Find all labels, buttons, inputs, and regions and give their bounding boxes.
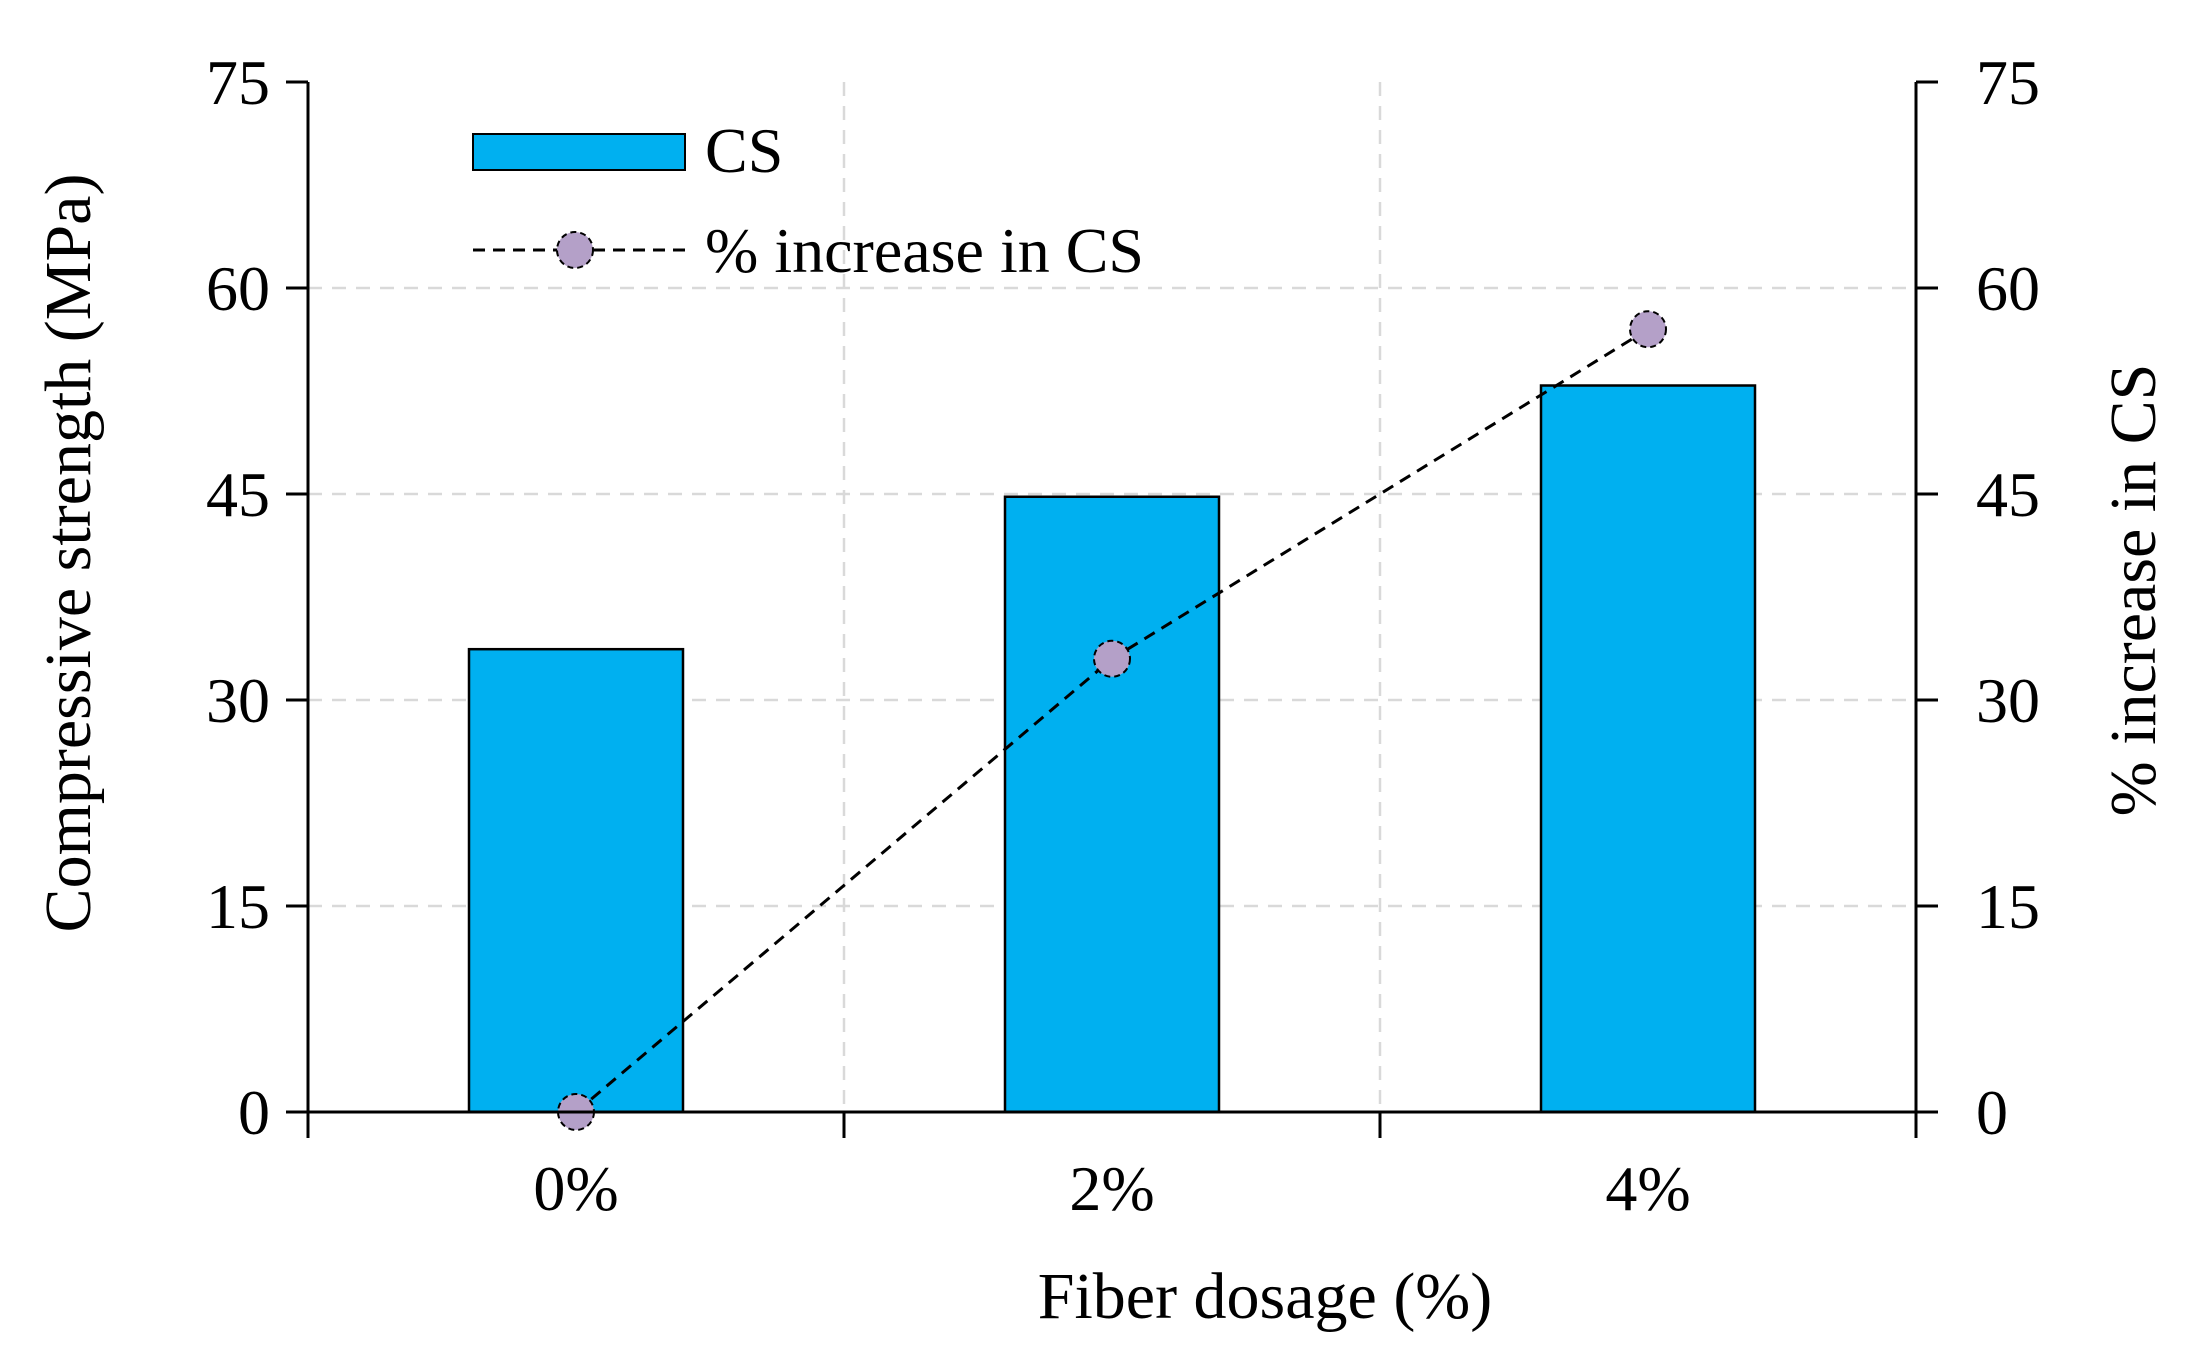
y-tick-label: 45 (206, 459, 270, 530)
x-tick-label: 0% (533, 1153, 618, 1224)
bar-4% (1539, 384, 1757, 1114)
bar-0% (467, 647, 685, 1114)
x-axis-title: Fiber dosage (%) (1038, 1260, 1493, 1333)
axes (286, 80, 1938, 1138)
y2-tick-label: 45 (1976, 459, 2040, 530)
y2-tick-label: 60 (1976, 253, 2040, 324)
y2-tick-label: 0 (1976, 1077, 2008, 1148)
y-tick-label: 30 (206, 665, 270, 736)
y-tick-label: 60 (206, 253, 270, 324)
y-axis-title: Compressive strength (MPa) (32, 174, 105, 933)
line-point-2% (1093, 639, 1131, 678)
legend-label-line: % increase in CS (705, 215, 1144, 286)
y-tick-label: 75 (206, 47, 270, 118)
legend-swatch-marker (556, 231, 594, 269)
y2-tick-label: 75 (1976, 47, 2040, 118)
y2-tick-label: 30 (1976, 665, 2040, 736)
y2-axis-title: % increase in CS (2097, 364, 2170, 817)
legend-swatch-bar (472, 133, 686, 171)
y-tick-label: 0 (238, 1077, 270, 1148)
bar-2% (1003, 495, 1221, 1114)
y2-tick-label: 15 (1976, 871, 2040, 942)
line-series (557, 310, 1667, 1131)
y-tick-label: 15 (206, 871, 270, 942)
tick-labels: 0 15 30 45 60 75 0 15 30 45 60 75 0% 2% 4% (206, 47, 2040, 1224)
line-point-4% (1629, 310, 1667, 349)
x-tick-label: 4% (1605, 1153, 1690, 1224)
legend-label-bar: CS (705, 115, 783, 186)
x-tick-label: 2% (1069, 1153, 1154, 1224)
legend: CS % increase in CS (472, 115, 1144, 286)
